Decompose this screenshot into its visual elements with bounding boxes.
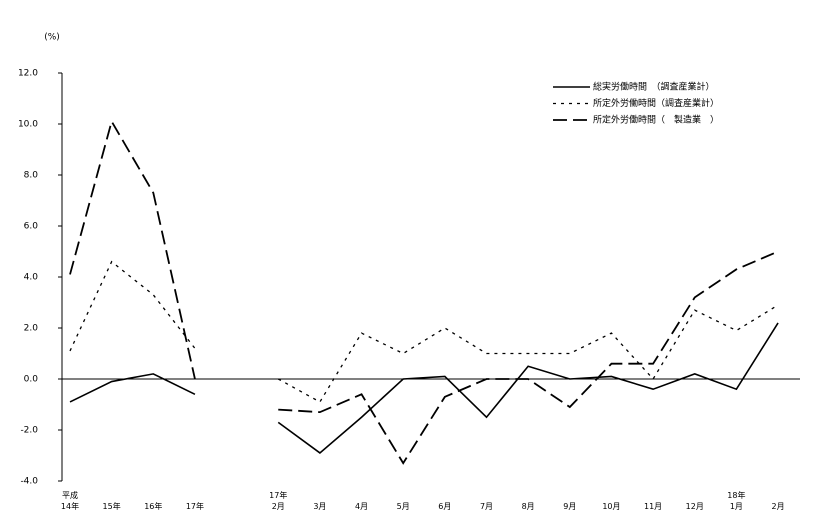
series-line — [69, 373, 196, 403]
x-tick-label: 10月 — [602, 502, 621, 511]
x-tick-label: 9月 — [563, 502, 577, 511]
x-tick-label: 5月 — [396, 502, 410, 511]
x-tick-label: 17年 — [185, 502, 205, 511]
x-tick-label: 平成 14年 — [60, 491, 80, 511]
y-tick-label: 6.0 — [24, 222, 39, 232]
x-tick-label: 11月 — [644, 502, 663, 511]
series-line — [277, 304, 779, 403]
y-tick-label: 2.0 — [24, 324, 39, 334]
x-tick-label: 12月 — [685, 502, 704, 511]
series-line — [69, 260, 196, 352]
x-tick-label: 2月 — [771, 502, 785, 511]
x-tick-label: 18年 1月 — [727, 491, 746, 511]
x-tick-label: 3月 — [313, 502, 327, 511]
y-tick-label: 0.0 — [24, 375, 39, 385]
x-tick-label: 16年 — [144, 502, 163, 511]
y-tick-label: -4.0 — [20, 477, 38, 487]
x-tick-label: 6月 — [438, 502, 452, 511]
x-tick-label: 7月 — [479, 502, 494, 511]
y-tick-label: -2.0 — [20, 426, 38, 436]
legend-label: 総実労働時間 （調査産業計） — [593, 81, 715, 93]
y-tick-label: 4.0 — [24, 273, 39, 283]
legend-label: 所定外労働時間（ 製造業 ） — [593, 114, 719, 126]
legend-label: 所定外労働時間（調査産業計） — [593, 97, 719, 109]
x-tick-label: 8月 — [521, 502, 535, 511]
series-line — [69, 119, 196, 380]
series-line — [277, 322, 779, 454]
y-axis-label: (%) — [44, 33, 60, 43]
y-tick-label: 12.0 — [18, 69, 38, 79]
x-tick-label: 15年 — [102, 502, 121, 511]
x-tick-label: 4月 — [355, 502, 369, 511]
y-tick-label: 8.0 — [24, 171, 39, 181]
y-tick-label: 10.0 — [18, 120, 38, 130]
x-tick-label: 17年 2月 — [269, 491, 288, 511]
series-line — [278, 250, 779, 465]
